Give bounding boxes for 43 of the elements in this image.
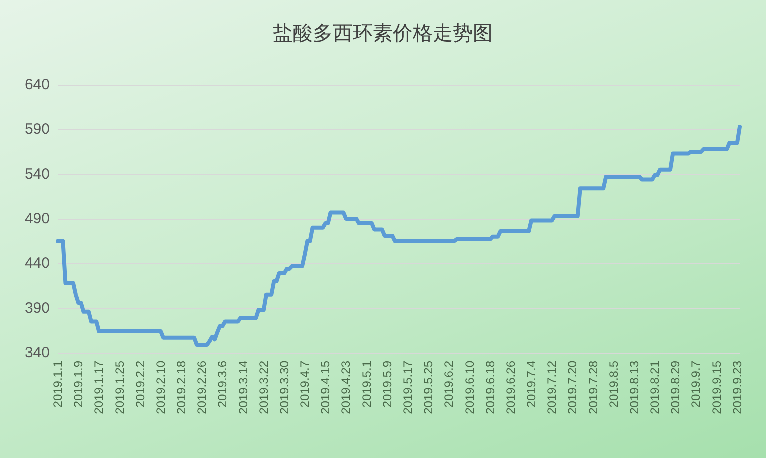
x-tick-label: 2019.6.18 (483, 360, 498, 414)
line-series (56, 124, 742, 347)
x-tick-label: 2019.4.23 (339, 360, 354, 414)
y-tick-label: 540 (24, 166, 50, 183)
x-tick-label: 2019.6.26 (504, 360, 518, 414)
x-tick-label: 2019.5.25 (422, 360, 436, 414)
x-tick-label: 2019.7.20 (566, 360, 580, 414)
x-tick-label: 2019.1.9 (72, 360, 86, 408)
y-tick-label: 590 (24, 121, 50, 138)
x-tick-label: 2019.2.26 (195, 360, 210, 414)
x-tick-label: 2019.4.7 (298, 360, 312, 408)
x-tick-label: 2019.7.12 (545, 360, 560, 414)
x-tick-label: 2019.5.17 (401, 360, 416, 414)
x-tick-label: 2019.9.23 (730, 360, 744, 414)
x-tick-label: 2019.7.28 (586, 360, 600, 414)
chart-title: 盐酸多西环素价格走势图 (273, 21, 493, 45)
x-tick-label: 2019.1.17 (92, 360, 106, 414)
x-tick-label: 2019.5.1 (360, 360, 374, 408)
x-tick-label: 2019.8.5 (606, 360, 621, 408)
x-tick-label: 2019.8.21 (648, 360, 662, 414)
y-tick-label: 340 (24, 344, 50, 362)
y-tick-label: 640 (24, 76, 50, 94)
x-tick-label: 2019.1.1 (51, 360, 65, 408)
x-tick-label: 2019.2.10 (154, 360, 168, 414)
x-tick-label: 2019.9.15 (710, 360, 724, 414)
x-tick-label: 2019.4.15 (318, 360, 333, 414)
x-tick-label: 2019.7.4 (524, 360, 539, 408)
x-tick-label: 2019.6.10 (462, 360, 477, 414)
x-tick-label: 2019.5.9 (380, 360, 394, 408)
x-tick-label: 2019.8.29 (668, 360, 683, 414)
x-tick-label: 2019.6.2 (442, 360, 456, 408)
x-tick-label: 2019.9.7 (689, 360, 704, 408)
x-tick-label: 2019.2.18 (174, 360, 189, 414)
x-tick-label: 2019.3.22 (256, 360, 271, 414)
x-tick-label: 2019.3.6 (216, 360, 230, 408)
x-tick-label: 2019.8.13 (627, 360, 642, 414)
y-tick-label: 390 (24, 300, 50, 317)
y-tick-label: 490 (24, 210, 50, 228)
x-tick-label: 2019.1.25 (112, 360, 127, 414)
x-tick-label: 2019.3.14 (236, 360, 250, 414)
x-tick-label: 2019.3.30 (277, 360, 292, 414)
y-tick-label: 440 (24, 255, 50, 272)
x-tick-label: 2019.2.2 (133, 360, 148, 408)
